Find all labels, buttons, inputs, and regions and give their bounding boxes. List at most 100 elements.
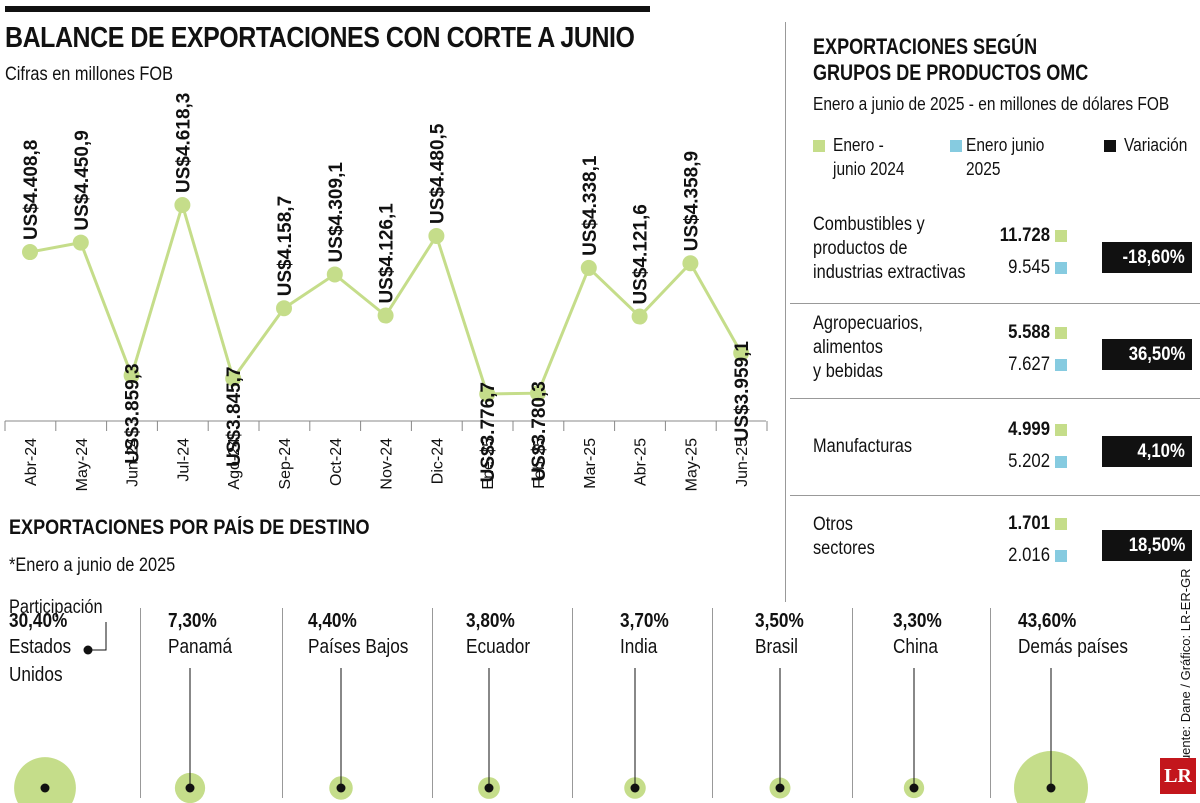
data-point bbox=[174, 197, 191, 213]
chart-title: BALANCE DE EXPORTACIONES CON CORTE A JUN… bbox=[5, 22, 635, 54]
legend-variation: Variación bbox=[1124, 135, 1188, 155]
swatch-2024 bbox=[1055, 518, 1067, 530]
destination-pct: 7,30% bbox=[168, 610, 217, 632]
bubble-center-dot bbox=[484, 783, 494, 793]
bubble-center-dot bbox=[336, 783, 346, 793]
x-tick-label: Feb-25 bbox=[531, 438, 548, 489]
legend-2025-swatch bbox=[950, 140, 962, 152]
x-tick-label: Abr-24 bbox=[23, 438, 40, 486]
column-divider bbox=[852, 608, 853, 798]
bubble-center-dot bbox=[630, 783, 640, 793]
value-2025-manufacturas: 5.202 bbox=[1008, 451, 1050, 472]
data-point bbox=[428, 227, 445, 244]
legend-2024-line2: junio 2024 bbox=[833, 159, 905, 179]
data-point bbox=[22, 244, 38, 261]
value-2024-otros: 1.701 bbox=[1008, 513, 1050, 534]
x-tick-label: Jun-25 bbox=[734, 438, 751, 487]
top-rule bbox=[5, 6, 650, 12]
row-separator bbox=[790, 495, 1200, 496]
data-label: US$4.158,7 bbox=[275, 196, 296, 296]
destination-pct: 3,50% bbox=[755, 610, 804, 632]
data-point bbox=[631, 308, 648, 325]
legend-2025-line2: 2025 bbox=[966, 159, 1001, 179]
value-2025-otros: 2.016 bbox=[1008, 545, 1050, 566]
swatch-2024 bbox=[1055, 327, 1067, 339]
data-label: US$4.338,1 bbox=[580, 155, 601, 256]
omc-title-line2: GRUPOS DE PRODUCTOS OMC bbox=[813, 60, 1089, 85]
destination-name: Unidos bbox=[9, 664, 63, 686]
x-tick-label: Sep-24 bbox=[277, 438, 294, 490]
swatch-2025 bbox=[1055, 456, 1067, 468]
product-label-line: y bebidas bbox=[813, 361, 883, 382]
omc-title: EXPORTACIONES SEGÚN GRUPOS DE PRODUCTOS … bbox=[813, 34, 1088, 86]
destination-pct: 3,70% bbox=[620, 610, 669, 632]
data-label: US$3.859,3 bbox=[123, 363, 144, 463]
lr-logo: LR bbox=[1160, 758, 1196, 794]
x-tick-label: Abr-25 bbox=[633, 438, 650, 486]
chart-subtitle: Cifras en millones FOB bbox=[5, 64, 173, 85]
destinations-subtitle: *Enero a junio de 2025 bbox=[9, 555, 176, 576]
bubble-center-dot bbox=[185, 783, 195, 793]
legend-2024: Enero - junio 2024 bbox=[833, 133, 904, 181]
column-divider bbox=[140, 608, 141, 798]
data-point bbox=[479, 386, 496, 402]
bubble-center-dot bbox=[1046, 783, 1056, 793]
swatch-2024 bbox=[1055, 424, 1067, 436]
data-label: US$4.408,8 bbox=[21, 140, 42, 240]
bubble-center-dot bbox=[40, 783, 50, 793]
variation-text: -18,60% bbox=[1122, 247, 1185, 268]
x-tick-label: Jul-24 bbox=[175, 438, 192, 482]
product-label-line: industrias extractivas bbox=[813, 262, 966, 283]
x-tick-label: Mar-25 bbox=[582, 438, 599, 489]
destination-pct: 4,40% bbox=[308, 610, 357, 632]
x-tick-label: May-24 bbox=[74, 438, 91, 491]
data-point bbox=[377, 307, 394, 324]
product-label-line: sectores bbox=[813, 538, 875, 559]
data-label: US$3.959,1 bbox=[732, 341, 753, 442]
data-point bbox=[225, 370, 242, 387]
data-label: US$4.358,9 bbox=[681, 151, 702, 251]
destination-pct: 3,80% bbox=[466, 610, 515, 632]
data-point bbox=[580, 259, 597, 276]
destination-pct: 30,40% bbox=[9, 610, 68, 632]
swatch-2025 bbox=[1055, 550, 1067, 562]
data-point bbox=[682, 255, 699, 272]
data-label: US$4.309,1 bbox=[326, 162, 347, 263]
legend-2024-swatch bbox=[813, 140, 825, 152]
value-2025-combustibles: 9.545 bbox=[1008, 257, 1050, 278]
data-label: US$4.480,5 bbox=[427, 123, 448, 224]
exports-line-chart: US$4.408,8 US$4.450,9 US$3.859,3 US$4.618,3… bbox=[4, 93, 768, 491]
data-point bbox=[276, 300, 292, 317]
column-divider bbox=[990, 608, 991, 798]
destination-name: China bbox=[893, 636, 938, 658]
data-point bbox=[72, 234, 89, 251]
variation-otros: 18,50% bbox=[1102, 530, 1192, 561]
value-2024-agropecuarios: 5.588 bbox=[1008, 322, 1050, 343]
variation-text: 36,50% bbox=[1128, 344, 1185, 365]
x-tick-label: May-25 bbox=[683, 438, 700, 491]
data-label: US$4.121,6 bbox=[631, 204, 652, 304]
data-label: US$3.776,7 bbox=[478, 382, 499, 482]
vertical-divider bbox=[785, 22, 786, 602]
destination-name: Ecuador bbox=[466, 636, 531, 658]
swatch-2024 bbox=[1055, 230, 1067, 242]
x-tick-label: Nov-24 bbox=[379, 438, 396, 490]
destination-bubbles bbox=[14, 668, 1088, 803]
data-label: US$3.845,7 bbox=[224, 367, 245, 467]
column-divider bbox=[572, 608, 573, 798]
bubble-center-dot bbox=[775, 783, 785, 793]
destination-name: Países Bajos bbox=[308, 636, 409, 658]
data-point bbox=[326, 266, 343, 283]
product-label-otros: Otros sectores bbox=[813, 513, 875, 561]
x-tick-label: Jun-24 bbox=[125, 438, 142, 487]
variation-text: 4,10% bbox=[1137, 441, 1185, 462]
row-separator bbox=[790, 398, 1200, 399]
x-tick-label: Dic-24 bbox=[429, 438, 446, 484]
variation-agropecuarios: 36,50% bbox=[1102, 339, 1192, 370]
product-label-line: Manufacturas bbox=[813, 436, 913, 457]
legend-2025: Enero junio 2025 bbox=[966, 133, 1044, 181]
legend-2024-line1: Enero - bbox=[833, 135, 884, 155]
variation-manufacturas: 4,10% bbox=[1102, 436, 1192, 467]
value-2025-agropecuarios: 7.627 bbox=[1008, 354, 1050, 375]
swatch-2025 bbox=[1055, 359, 1067, 371]
